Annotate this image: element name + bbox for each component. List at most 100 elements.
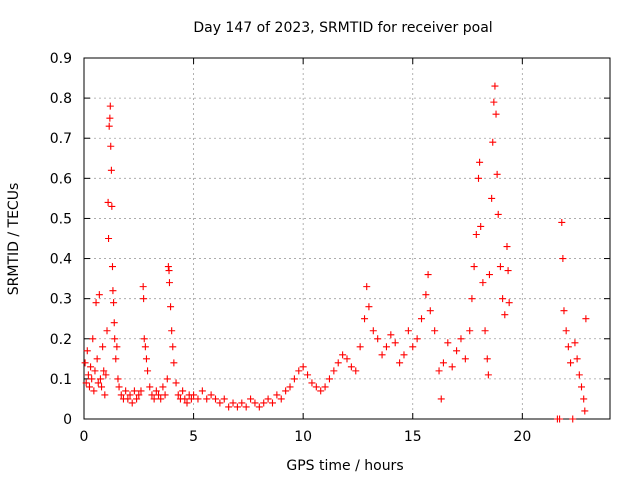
data-point [159,383,167,391]
data-point [308,379,316,387]
data-point [282,387,290,395]
data-point [485,271,493,279]
data-point [268,399,276,407]
data-point [144,367,152,375]
x-tick-label: 0 [80,429,89,445]
data-point [179,387,187,395]
data-points [81,82,590,423]
data-point [87,363,95,371]
data-point [139,283,147,291]
data-point [94,379,102,387]
data-point [170,359,178,367]
y-tick-labels: 0 0.1 0.2 0.3 0.4 0.5 0.6 0.7 0.8 0.9 [50,51,72,428]
data-point [172,379,180,387]
data-point [378,351,386,359]
data-point [391,339,399,347]
data-point [216,399,224,407]
data-point [470,263,478,271]
data-point [578,383,586,391]
data-point [247,395,255,403]
data-point [559,255,567,263]
data-point [238,399,246,407]
data-point [107,166,115,174]
data-point [437,395,445,403]
data-point [481,327,489,335]
data-point [468,295,476,303]
data-point [567,359,575,367]
data-point [575,371,583,379]
data-point [496,263,504,271]
data-point [304,371,312,379]
data-point [92,299,100,307]
data-point [146,383,154,391]
data-point [104,198,112,206]
data-point [343,355,351,363]
data-point [99,343,107,351]
data-point [493,170,501,178]
data-point [571,339,579,347]
y-tick-label: 0.7 [50,131,72,147]
data-point [413,335,421,343]
data-point [330,367,338,375]
data-point [439,359,447,367]
data-point [453,347,461,355]
data-point [361,315,369,323]
data-point [242,403,250,411]
data-point [110,299,118,307]
data-point [317,387,325,395]
data-point [499,295,507,303]
data-point [564,343,572,351]
data-point [169,343,177,351]
y-tick-label: 0.3 [50,292,72,308]
data-point [101,391,109,399]
data-point [556,415,564,423]
data-point [103,327,111,335]
data-point [477,222,485,230]
data-point [505,299,513,307]
data-point [334,359,342,367]
data-point [163,375,171,383]
data-point [466,327,474,335]
data-point [220,395,228,403]
data-point [251,399,259,407]
y-tick-label: 0.6 [50,171,72,187]
data-point [286,383,294,391]
data-point [108,263,116,271]
data-point [479,279,487,287]
data-point [108,202,116,210]
data-point [164,263,172,271]
data-point [91,367,99,375]
x-gridlines [193,58,523,419]
data-point [133,395,141,403]
x-tick-labels: 0 5 10 15 20 [80,429,532,445]
data-point [190,391,198,399]
data-point [374,335,382,343]
data-point [448,363,456,371]
data-point [140,335,148,343]
data-point [88,375,96,383]
data-point [117,391,125,399]
data-point [490,98,498,106]
data-point [181,395,189,403]
data-point [130,387,138,395]
data-point [225,403,233,411]
chart-title: Day 147 of 2023, SRMTID for receiver poa… [193,20,492,36]
data-point [212,395,219,403]
data-point [299,363,307,371]
data-point [83,347,91,355]
data-point [580,395,588,403]
y-tick-label: 0.2 [50,332,72,348]
data-point [203,395,211,403]
data-point [122,387,130,395]
data-point [124,395,132,403]
data-point [85,383,93,391]
data-point [98,383,106,391]
y-tick-label: 0.5 [50,211,72,227]
data-point [560,307,568,315]
data-point [562,327,570,335]
data-point [198,387,206,395]
data-point [444,339,452,347]
data-point [82,379,90,387]
data-point [167,303,175,311]
